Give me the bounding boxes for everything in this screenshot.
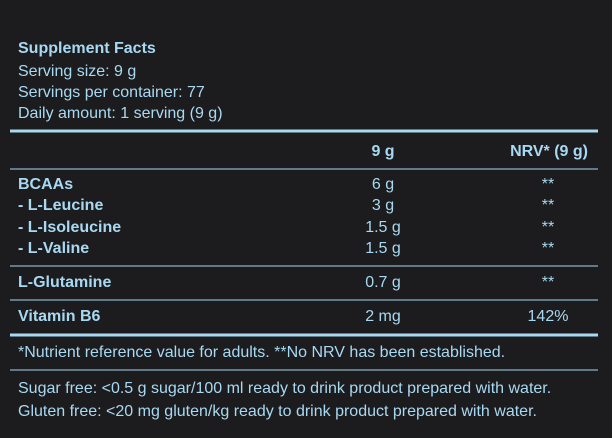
note: Gluten free: <20 mg gluten/kg ready to d… — [18, 403, 537, 420]
amount: 2 mg — [365, 308, 401, 325]
nutrient-name: - L-Valine — [18, 240, 89, 257]
amount: 3 g — [372, 197, 394, 214]
nrv: 142% — [528, 308, 569, 325]
amount: 6 g — [372, 176, 394, 193]
daily-amount: Daily amount: 1 serving (9 g) — [18, 105, 223, 122]
nutrient-name: Vitamin B6 — [18, 308, 101, 325]
nrv: ** — [542, 197, 554, 214]
footnote: *Nutrient reference value for adults. **… — [18, 344, 505, 361]
amount: 1.5 g — [365, 219, 401, 236]
nrv: ** — [542, 219, 554, 236]
column-header: 9 g — [371, 143, 394, 160]
serving-size: Serving size: 9 g — [18, 63, 136, 80]
amount: 1.5 g — [365, 240, 401, 257]
nutrient-name: - L-Isoleucine — [18, 219, 121, 236]
amount: 0.7 g — [365, 274, 401, 291]
title: Supplement Facts — [18, 40, 156, 57]
nrv: ** — [542, 274, 554, 291]
nutrient-name: - L-Leucine — [18, 197, 103, 214]
nutrient-name: BCAAs — [18, 176, 73, 193]
nutrient-name: L-Glutamine — [18, 274, 111, 291]
nrv: ** — [542, 240, 554, 257]
column-header: NRV* (9 g) — [510, 143, 588, 160]
note: Sugar free: <0.5 g sugar/100 ml ready to… — [18, 380, 551, 397]
servings-per-container: Servings per container: 77 — [18, 84, 205, 101]
nrv: ** — [542, 176, 554, 193]
